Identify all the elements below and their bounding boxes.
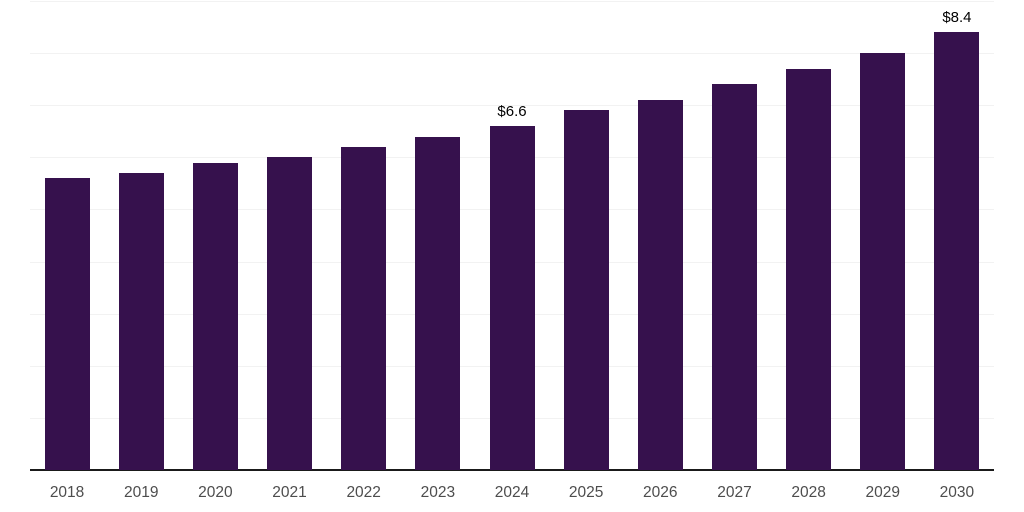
x-tick-label-2022: 2022 — [346, 484, 381, 501]
bar-2018 — [44, 178, 90, 470]
bar-2023 — [415, 136, 461, 470]
bar-2027 — [711, 84, 757, 470]
x-tick-label-2024: 2024 — [494, 484, 530, 501]
x-axis-line — [30, 469, 994, 471]
bar-2022 — [341, 146, 387, 470]
bar-2026 — [637, 100, 683, 470]
bar-2020 — [192, 162, 238, 470]
x-tick-label-2028: 2028 — [791, 484, 826, 501]
bar-2030 — [934, 32, 980, 470]
bar-value-label-2030: $8.4 — [942, 9, 972, 27]
x-tick-label-2029: 2029 — [865, 484, 900, 501]
x-tick-label-2020: 2020 — [198, 484, 233, 501]
x-tick-label-2018: 2018 — [49, 484, 85, 501]
gridline-y-8 — [30, 53, 994, 55]
x-tick-label-2030: 2030 — [939, 484, 975, 501]
x-tick-label-2023: 2023 — [420, 484, 456, 501]
gridline-y-9 — [30, 1, 994, 2]
gridline-y-7 — [30, 105, 994, 107]
bar-value-label-2024: $6.6 — [497, 103, 527, 121]
plot-area: $6.6 $8.4 — [30, 0, 994, 471]
bar-2029 — [860, 53, 906, 470]
x-tick-label-2026: 2026 — [643, 484, 678, 501]
bar-2019 — [118, 172, 164, 470]
x-tick-label-2027: 2027 — [717, 484, 752, 501]
x-tick-label-2019: 2019 — [123, 484, 159, 501]
bar-2024 — [489, 126, 535, 470]
bar-2025 — [563, 110, 609, 470]
bar-2021 — [267, 157, 313, 470]
bar-2028 — [786, 68, 832, 470]
x-tick-label-2021: 2021 — [272, 484, 307, 501]
x-tick-label-2025: 2025 — [568, 484, 604, 501]
